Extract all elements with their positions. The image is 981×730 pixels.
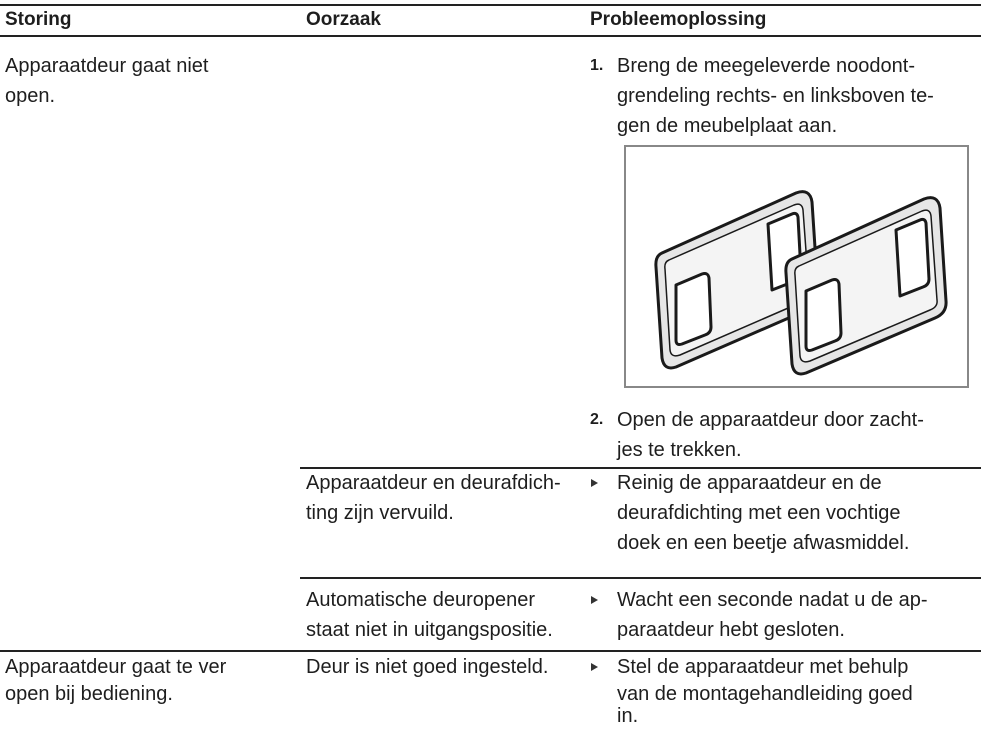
cause-line: Apparaatdeur en deurafdich- (306, 472, 561, 494)
fault-line: open. (5, 85, 56, 107)
step-line: gen de meubelplaat aan. (617, 115, 838, 137)
column-header: Probleemoplossing (590, 9, 767, 30)
row-rule (300, 467, 981, 469)
step-number: 1. (590, 57, 604, 74)
step-line: Breng de meegeleverde noodont- (617, 55, 915, 77)
header-rule (0, 35, 981, 37)
step-number: 2. (590, 411, 604, 428)
table-top-rule (0, 4, 981, 6)
illustration (624, 145, 969, 388)
row-rule (0, 650, 981, 652)
cause-line: Deur is niet goed ingesteld. (306, 656, 549, 678)
fault-line: Apparaatdeur gaat niet (5, 55, 209, 77)
column-header: Storing (5, 9, 72, 30)
bullet (591, 663, 598, 671)
remedy-line: doek en een beetje afwasmiddel. (617, 532, 910, 554)
step-line: jes te trekken. (617, 439, 742, 461)
fault-line: Apparaatdeur gaat te ver (5, 656, 227, 678)
remedy-line: in. (617, 705, 639, 727)
cause-line: ting zijn vervuild. (306, 502, 454, 524)
remedy-line: van de montagehandleiding goed (617, 683, 913, 705)
cause-line: staat niet in uitgangspositie. (306, 619, 553, 641)
remedy-line: Reinig de apparaatdeur en de (617, 472, 882, 494)
step-line: Open de apparaatdeur door zacht- (617, 409, 924, 431)
step-line: grendeling rechts- en linksboven te- (617, 85, 934, 107)
cause-line: Automatische deuropener (306, 589, 536, 611)
remedy-line: Wacht een seconde nadat u de ap- (617, 589, 928, 611)
remedy-line: Stel de apparaatdeur met behulp (617, 656, 909, 678)
fault-line: open bij bediening. (5, 683, 173, 705)
remedy-line: paraatdeur hebt gesloten. (617, 619, 845, 641)
bullet (591, 596, 598, 604)
column-header: Oorzaak (306, 9, 381, 30)
remedy-line: deurafdichting met een vochtige (617, 502, 901, 524)
bullet (591, 479, 598, 487)
row-rule (300, 577, 981, 579)
